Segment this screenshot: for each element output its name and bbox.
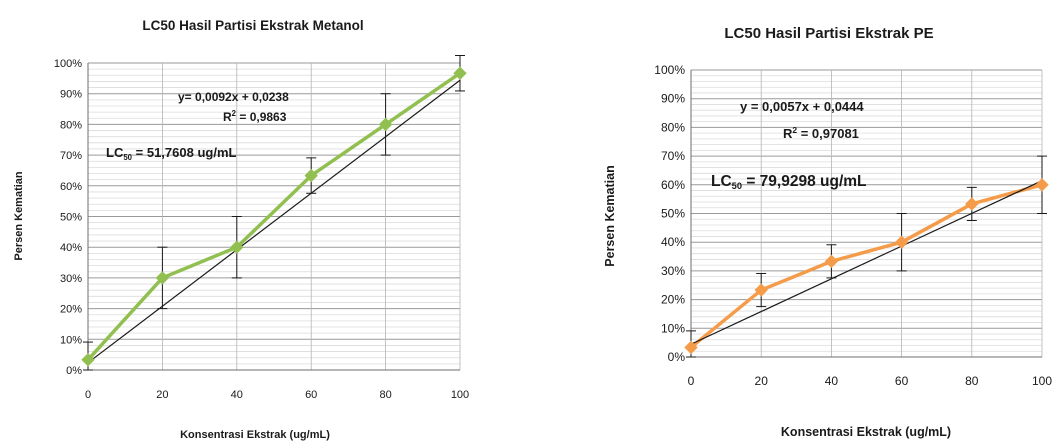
x-axis-label: Konsentrasi Ekstrak (ug/mL) xyxy=(180,429,330,441)
data-point xyxy=(304,168,318,183)
y-tick-label: 50% xyxy=(661,207,685,221)
y-tick-label: 0% xyxy=(66,365,82,377)
data-point xyxy=(894,235,909,249)
y-tick-label: 80% xyxy=(60,119,82,131)
lc50-label: LC50 = 51,7608 ug/mL xyxy=(106,145,237,162)
data-point xyxy=(1035,178,1049,192)
y-tick-label: 70% xyxy=(661,149,685,163)
data-point xyxy=(155,271,170,285)
data-point xyxy=(230,240,244,254)
y-tick-label: 40% xyxy=(60,242,82,254)
data-point xyxy=(81,353,95,367)
x-tick-label: 100 xyxy=(1032,374,1052,388)
y-tick-label: 30% xyxy=(60,273,82,285)
y-axis-label: Persen Kematian xyxy=(13,171,25,261)
chart-title: LC50 Hasil Partisi Ekstrak Metanol xyxy=(142,18,363,33)
r-squared-label: R2 = 0,9863 xyxy=(223,109,287,124)
y-tick-label: 20% xyxy=(60,304,82,316)
y-tick-label: 90% xyxy=(60,89,82,101)
series-line xyxy=(86,71,461,361)
data-point xyxy=(684,340,698,355)
regression-equation: y= 0,0092x + 0,0238 xyxy=(178,90,289,104)
y-tick-label: 100% xyxy=(54,58,82,70)
y-tick-label: 70% xyxy=(60,150,82,162)
y-tick-label: 80% xyxy=(661,120,685,134)
data-point xyxy=(965,197,979,211)
x-tick-label: 20 xyxy=(156,389,168,401)
series-line xyxy=(689,183,1043,349)
y-axis-label: Persen Kematian xyxy=(603,165,617,266)
y-tick-label: 10% xyxy=(60,334,82,346)
y-tick-label: 20% xyxy=(661,293,685,307)
x-tick-label: 60 xyxy=(305,389,317,401)
x-tick-label: 40 xyxy=(231,389,243,401)
x-tick-label: 0 xyxy=(85,389,91,401)
y-tick-label: 100% xyxy=(654,63,685,77)
chart-panel-1: 0% 10% 20% 30% 40% 50% 60% 70% 80% 90% 100% 0 20 40 60… xyxy=(13,18,469,441)
regression-equation: y = 0,0057x + 0,0444 xyxy=(740,99,864,114)
data-point xyxy=(453,66,467,80)
r-squared-label: R2 = 0,97081 xyxy=(783,125,859,141)
y-tick-label: 90% xyxy=(661,92,685,106)
x-tick-label: 80 xyxy=(379,389,391,401)
x-axis-label: Konsentrasi Ekstrak (ug/mL) xyxy=(781,425,951,439)
y-tick-label: 30% xyxy=(661,264,685,278)
data-point xyxy=(754,283,768,297)
x-tick-label: 20 xyxy=(755,374,769,388)
data-point xyxy=(824,254,839,269)
x-tick-label: 80 xyxy=(965,374,979,388)
y-tick-label: 50% xyxy=(60,212,82,224)
chart-panel-2: 0% 10% 20% 30% 40% 50% 60% 70% 80% 90% 100% 0 20 40 60… xyxy=(603,25,1052,439)
chart-title: LC50 Hasil Partisi Ekstrak PE xyxy=(724,25,933,42)
lc50-label: LC50 = 79,9298 ug/mL xyxy=(711,173,867,191)
x-tick-label: 0 xyxy=(688,374,695,388)
y-tick-label: 0% xyxy=(668,350,686,364)
y-tick-label: 60% xyxy=(661,178,685,192)
trendline xyxy=(690,180,1043,345)
trendline xyxy=(87,79,461,364)
data-point xyxy=(378,117,393,132)
y-tick-label: 10% xyxy=(661,321,685,335)
x-tick-label: 60 xyxy=(895,374,909,388)
y-tick-label: 60% xyxy=(60,181,82,193)
x-tick-label: 40 xyxy=(825,374,839,388)
y-tick-label: 40% xyxy=(661,235,685,249)
x-tick-label: 100 xyxy=(451,389,469,401)
